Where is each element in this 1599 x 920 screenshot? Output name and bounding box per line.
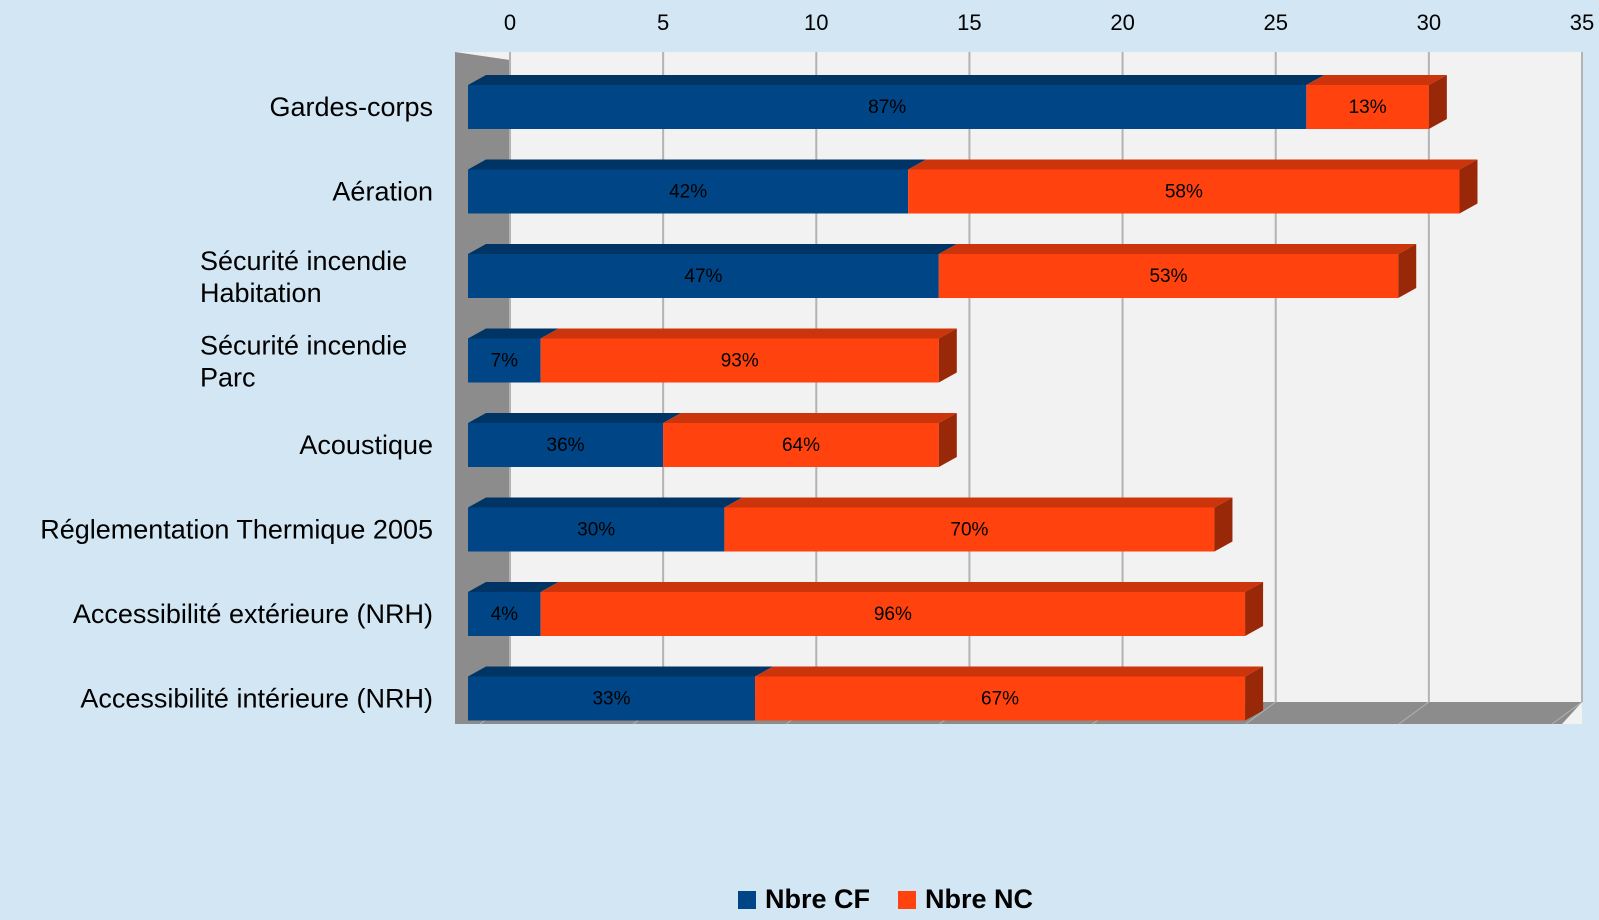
data-label-nc: 13%	[1349, 97, 1387, 118]
bar-top-cf	[468, 582, 559, 592]
floor-gridline	[1245, 701, 1277, 725]
bar-top-cf	[468, 497, 743, 508]
bar-nc	[908, 169, 1460, 214]
bar-top-cf	[468, 413, 682, 423]
category-label-line: Habitation	[200, 278, 322, 308]
bar-side-nc	[1459, 159, 1478, 214]
bar-top-nc	[908, 159, 1478, 170]
x-tick-label: 20	[1110, 10, 1134, 35]
bar-cf	[468, 676, 756, 721]
data-label-nc: 53%	[1149, 266, 1187, 287]
data-label-nc: 93%	[721, 351, 759, 372]
x-tick-label: 35	[1570, 10, 1594, 35]
category-label-line: Parc	[200, 363, 256, 393]
bar-cf	[468, 507, 725, 552]
data-label-nc: 67%	[981, 689, 1019, 710]
data-label-cf: 7%	[491, 351, 519, 372]
bar-top-nc	[938, 244, 1417, 254]
bar-cf	[468, 338, 541, 383]
data-label-nc: 96%	[874, 604, 912, 625]
category-label: Acoustique	[299, 430, 433, 460]
data-label-cf: 36%	[547, 435, 585, 456]
data-label-cf: 87%	[868, 97, 906, 118]
category-label: Gardes-corps	[269, 92, 433, 122]
category-label: Sécurité incendie Habitation	[200, 246, 407, 308]
x-tick-label: 0	[504, 10, 516, 35]
bar-side-nc	[938, 328, 957, 383]
legend-swatch-nc	[898, 891, 916, 909]
data-label-cf: 33%	[592, 689, 630, 710]
bar-nc	[755, 676, 1246, 721]
x-tick-label: 25	[1263, 10, 1287, 35]
data-label-cf: 30%	[577, 520, 615, 541]
bar-nc	[724, 507, 1215, 552]
bar-cf	[468, 423, 664, 467]
bar-cf	[468, 169, 909, 214]
bar-side-nc	[1245, 666, 1264, 721]
bar-top-nc	[1306, 75, 1447, 85]
data-label-nc: 58%	[1165, 182, 1203, 203]
bar-top-nc	[540, 582, 1264, 592]
data-label-nc: 70%	[950, 520, 988, 541]
x-tick-label: 10	[804, 10, 828, 35]
legend-swatch-cf	[738, 891, 756, 909]
bar-nc	[1306, 85, 1429, 129]
x-tick-label: 5	[657, 10, 669, 35]
data-label-nc: 64%	[782, 435, 820, 456]
bar-side-nc	[1245, 582, 1264, 636]
floor-gridline	[1398, 701, 1430, 725]
bar-top-cf	[468, 159, 927, 170]
bar-top-cf	[468, 328, 559, 339]
category-label: Aération	[332, 177, 433, 207]
category-label: Réglementation Thermique 2005	[40, 515, 433, 545]
bar-side-nc	[1428, 75, 1447, 129]
category-label: Sécurité incendie Parc	[200, 331, 407, 393]
category-label: Accessibilité intérieure (NRH)	[80, 684, 433, 714]
bar-side-nc	[938, 413, 957, 467]
bar-nc	[938, 254, 1399, 298]
bar-cf	[468, 254, 939, 298]
bar-side-nc	[1214, 497, 1233, 552]
legend-label-nc: Nbre NC	[925, 884, 1033, 914]
floor-gridline	[1551, 701, 1583, 725]
bar-nc	[663, 423, 939, 467]
data-label-cf: 42%	[669, 182, 707, 203]
bar-top-nc	[540, 328, 957, 339]
bar-cf	[468, 85, 1307, 129]
x-tick-label: 30	[1417, 10, 1441, 35]
bar-top-cf	[468, 244, 957, 254]
bar-top-cf	[468, 75, 1325, 85]
bar-top-nc	[663, 413, 957, 423]
x-tick-label: 15	[957, 10, 981, 35]
category-label: Accessibilité extérieure (NRH)	[73, 599, 433, 629]
left-wall-3d	[455, 52, 510, 724]
bar-nc	[540, 592, 1246, 636]
bar-top-nc	[755, 666, 1264, 677]
bar-top-nc	[724, 497, 1233, 508]
bar-cf	[468, 592, 541, 636]
bar-top-cf	[468, 666, 774, 677]
data-label-cf: 47%	[684, 266, 722, 287]
category-label-line: Sécurité incendie	[200, 246, 407, 276]
bar-nc	[540, 338, 939, 383]
data-label-cf: 4%	[491, 604, 519, 625]
bar-side-nc	[1398, 244, 1417, 298]
category-label-line: Sécurité incendie	[200, 331, 407, 361]
legend-label-cf: Nbre CF	[765, 884, 870, 914]
